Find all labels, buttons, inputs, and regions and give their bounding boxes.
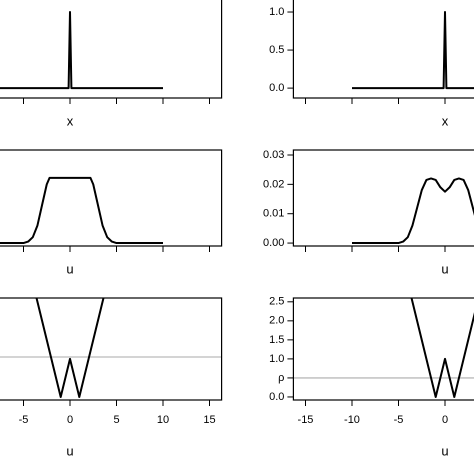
y-tick-label: 1.0: [269, 6, 284, 18]
panel: u: [0, 149, 223, 276]
data-line: [351, 11, 474, 90]
y-tick-label: ρ: [278, 372, 284, 384]
panel: 0.00 0.01 0.02 0.03 u: [263, 149, 474, 276]
plot-frame: [292, 149, 474, 247]
x-axis-title: x: [442, 113, 449, 128]
plot-area: [351, 177, 474, 245]
y-tick-label: 1.5: [269, 334, 284, 346]
x-axis-title: u: [66, 261, 73, 276]
plot-area: [410, 298, 474, 398]
x-axis-title: u: [441, 443, 448, 458]
y-tick-label: 0.0: [269, 391, 284, 403]
y-tick-label: 2.0: [269, 315, 284, 327]
plot-area: [35, 298, 105, 398]
plot-frame: [0, 297, 223, 401]
x-tick-label: 10: [157, 414, 169, 426]
x-tick-label: -15: [298, 414, 314, 426]
data-line: [35, 298, 105, 398]
y-tick-label: 0.02: [263, 178, 284, 190]
data-line: [0, 11, 164, 90]
x-tick-label: -10: [344, 414, 360, 426]
y-tick-label: 0.01: [263, 208, 284, 220]
y-tick-label: 1.0: [269, 353, 284, 365]
y-tick-label: 0.00: [263, 237, 284, 249]
plot-frame: [0, 0, 223, 99]
plot-frame: [0, 149, 223, 247]
x-axis-title: u: [441, 261, 448, 276]
x-axis-title: u: [66, 443, 73, 458]
plot-frame: [292, 297, 474, 401]
x-tick-label: 15: [203, 414, 215, 426]
plot-area: [351, 11, 474, 90]
y-tick-label: 0.5: [269, 44, 284, 56]
y-tick-label: 2.5: [269, 296, 284, 308]
y-tick-label: 0.0: [269, 82, 284, 94]
data-line: [0, 176, 164, 245]
panel: -15-10-50510150.0ρ1.01.52.02.5u: [269, 296, 474, 458]
x-tick-label: 5: [113, 414, 119, 426]
x-tick-label: 0: [442, 414, 448, 426]
data-line: [351, 177, 474, 245]
x-axis-title: x: [67, 113, 74, 128]
x-tick-label: 0: [67, 414, 73, 426]
panel: x: [0, 0, 223, 128]
x-tick-label: -5: [394, 414, 404, 426]
plot-area: [0, 11, 164, 90]
x-tick-label: -5: [19, 414, 29, 426]
plot-area: [0, 176, 164, 245]
panel: 0.0 0.5 1.0 x: [269, 0, 474, 128]
data-line: [410, 298, 474, 398]
y-tick-label: 0.03: [263, 149, 284, 161]
